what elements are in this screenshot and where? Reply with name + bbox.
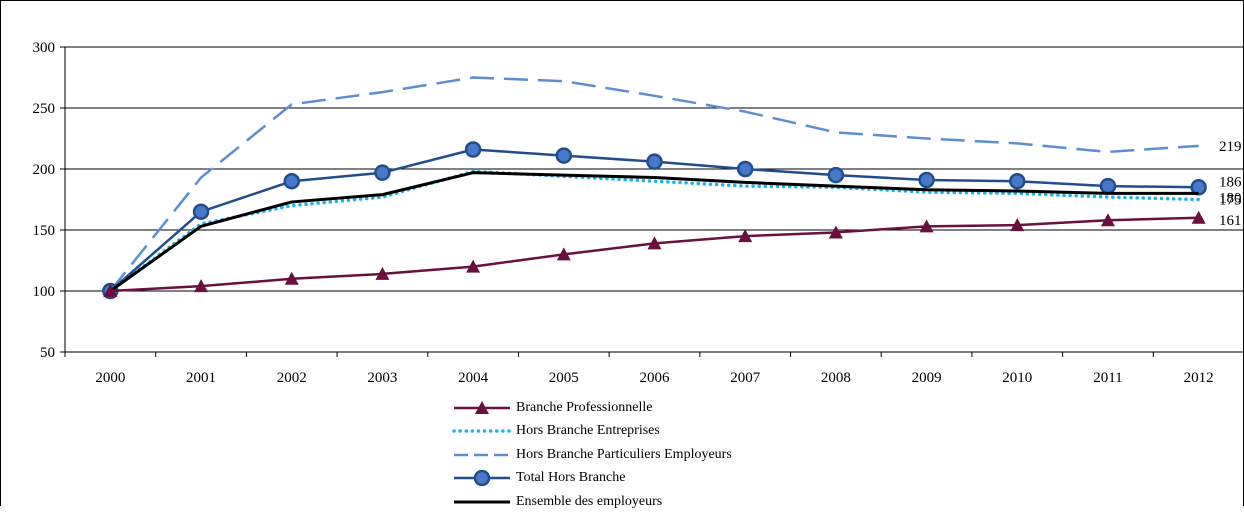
gridlines xyxy=(65,46,1244,292)
y-tick-label: 150 xyxy=(33,223,56,239)
series-branche-professionnelle xyxy=(103,210,1206,297)
end-label: 175 xyxy=(1219,193,1242,209)
x-tick-label: 2002 xyxy=(277,370,307,386)
y-axis-ticks: 50 100 150 200 250 300 xyxy=(33,40,56,361)
series-line xyxy=(108,169,1201,293)
legend-swatch xyxy=(452,423,512,439)
legend-swatch xyxy=(452,494,512,510)
x-tick-label: 2006 xyxy=(640,370,671,386)
legend-label: Hors Branche Entreprises xyxy=(516,423,660,439)
series-line xyxy=(109,76,1199,292)
data-point xyxy=(194,279,209,293)
data-point xyxy=(283,172,300,190)
x-tick-label: 2008 xyxy=(821,370,851,386)
data-point xyxy=(1009,172,1026,190)
legend: Branche Professionnelle Hors Branche Entr… xyxy=(452,396,872,514)
x-tick-label: 2010 xyxy=(1002,370,1032,386)
axes xyxy=(60,46,1244,357)
legend-swatch xyxy=(452,400,512,416)
x-tick-label: 2004 xyxy=(458,370,489,386)
legend-item: Hors Branche Particuliers Employeurs xyxy=(452,443,872,467)
y-tick-label: 50 xyxy=(40,345,55,361)
x-axis-ticks: 2000 2001 2002 2003 2004 2005 2006 2007 2008 2009… xyxy=(95,370,1213,386)
y-tick-label: 200 xyxy=(33,162,56,178)
data-point xyxy=(464,141,482,158)
legend-label: Ensemble des employeurs xyxy=(516,493,663,509)
series-layer xyxy=(102,76,1207,300)
data-point xyxy=(736,160,754,178)
end-label: 161 xyxy=(1219,213,1242,229)
data-point xyxy=(375,266,390,280)
end-label: 219 xyxy=(1219,139,1242,155)
data-point xyxy=(828,225,843,239)
x-tick-label: 2005 xyxy=(549,370,579,386)
data-point xyxy=(1099,177,1117,195)
legend-label: Branche Professionnelle xyxy=(516,399,653,415)
data-point xyxy=(738,229,753,243)
data-point xyxy=(918,171,935,189)
data-point xyxy=(646,153,663,170)
legend-marker xyxy=(473,470,491,487)
x-tick-label: 2003 xyxy=(367,370,397,386)
data-point xyxy=(647,236,662,250)
data-point xyxy=(555,147,573,164)
y-tick-label: 250 xyxy=(33,101,56,117)
series-line xyxy=(110,216,1199,293)
data-point xyxy=(284,271,299,285)
y-tick-label: 300 xyxy=(33,40,56,56)
x-tick-label: 2000 xyxy=(95,370,125,386)
end-label: 180 xyxy=(1219,190,1242,206)
legend-marker xyxy=(475,400,489,414)
series-total-hors-branche xyxy=(102,141,1207,300)
legend-item: Hors Branche Entreprises xyxy=(452,420,872,444)
series-line xyxy=(109,148,1199,292)
x-tick-label: 2011 xyxy=(1093,370,1122,386)
data-point xyxy=(466,259,481,273)
series-hors-branche-particuliers-employeurs xyxy=(109,76,1199,292)
data-point xyxy=(374,164,391,181)
x-tick-label: 2009 xyxy=(912,370,942,386)
legend-item: Total Hors Branche xyxy=(452,467,872,491)
legend-label: Total Hors Branche xyxy=(516,470,626,486)
series-hors-branche-entreprises xyxy=(108,169,1201,293)
legend-swatch xyxy=(452,447,512,463)
data-point xyxy=(1010,218,1025,232)
y-tick-label: 100 xyxy=(33,284,56,300)
legend-label: Hors Branche Particuliers Employeurs xyxy=(516,446,732,462)
data-point xyxy=(556,247,571,261)
data-point xyxy=(103,284,118,297)
data-point xyxy=(1100,213,1115,227)
end-label: 186 xyxy=(1219,174,1242,190)
data-point xyxy=(1191,210,1206,224)
data-point xyxy=(192,203,210,220)
legend-item: Ensemble des employeurs xyxy=(452,490,872,514)
data-point xyxy=(827,166,845,184)
series-ensemble-des-employeurs xyxy=(109,171,1199,293)
legend-swatch xyxy=(452,470,512,487)
legend-item: Branche Professionnelle xyxy=(452,396,872,420)
series-line xyxy=(109,171,1199,293)
data-point xyxy=(919,219,934,233)
x-tick-label: 2007 xyxy=(730,370,761,386)
x-tick-label: 2001 xyxy=(186,370,216,386)
x-tick-label: 2012 xyxy=(1184,370,1214,386)
